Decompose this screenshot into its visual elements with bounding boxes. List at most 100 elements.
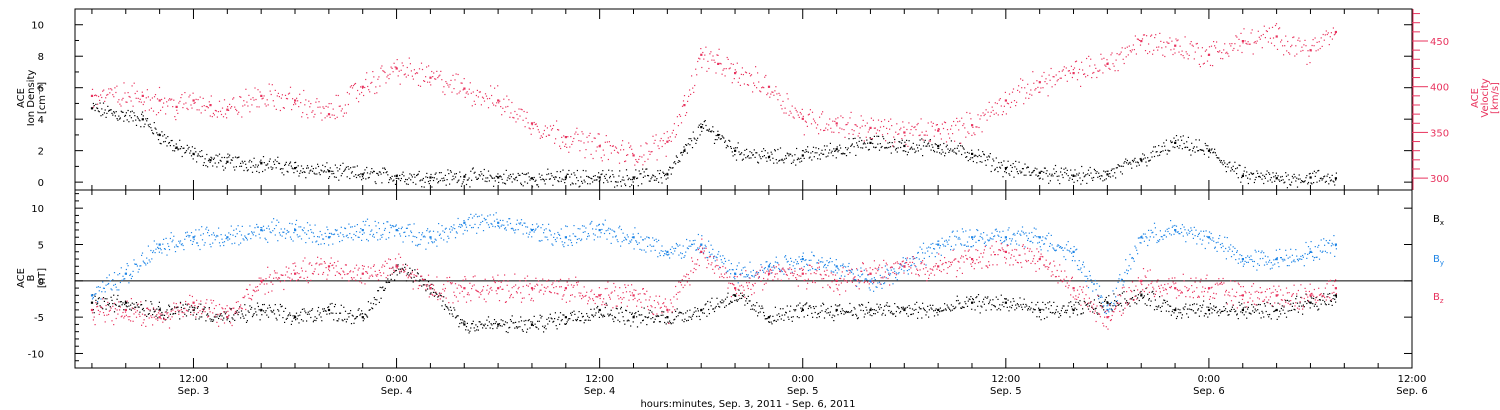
scatter-dot (852, 314, 854, 316)
scatter-dot (353, 322, 355, 324)
scatter-dot (1308, 301, 1310, 303)
scatter-dot (359, 176, 361, 178)
scatter-dot (343, 170, 345, 172)
scatter-dot (251, 232, 254, 234)
scatter-dot (481, 214, 483, 216)
scatter-dot (675, 134, 677, 136)
scatter-dot (269, 90, 271, 92)
scatter-dot (1225, 166, 1227, 168)
scatter-dot (523, 173, 525, 175)
scatter-dot (879, 143, 881, 145)
scatter-dot (148, 126, 150, 128)
scatter-dot (1066, 309, 1068, 311)
scatter-dot (895, 149, 897, 151)
scatter-dot (604, 141, 606, 143)
scatter-dot (576, 242, 578, 244)
scatter-dot (581, 312, 583, 315)
scatter-dot (1099, 305, 1101, 307)
scatter-dot (669, 136, 671, 138)
scatter-dot (1035, 88, 1037, 90)
scatter-dot (455, 73, 457, 75)
scatter-dot (1037, 86, 1039, 88)
scatter-dot (194, 147, 196, 149)
scatter-dot (1078, 303, 1080, 305)
scatter-dot (516, 219, 518, 221)
scatter-dot (1266, 170, 1268, 172)
scatter-dot (528, 233, 530, 235)
scatter-dot (974, 309, 976, 311)
scatter-dot (785, 157, 787, 159)
scatter-dot (1105, 178, 1107, 180)
scatter-dot (489, 97, 491, 100)
scatter-dot (554, 142, 556, 144)
scatter-dot (967, 160, 969, 162)
scatter-dot (947, 148, 949, 150)
scatter-dot (1304, 180, 1306, 182)
scatter-dot (838, 305, 840, 307)
scatter-dot (867, 131, 869, 133)
scatter-dot (1309, 307, 1311, 309)
scatter-dot (294, 102, 296, 104)
scatter-dot (1070, 301, 1072, 303)
scatter-dot (504, 227, 507, 229)
scatter-dot (368, 89, 370, 91)
scatter-dot (1273, 45, 1276, 47)
scatter-dot (723, 300, 725, 302)
scatter-dot (403, 231, 405, 234)
scatter-dot (117, 119, 119, 121)
scatter-dot (311, 231, 313, 233)
scatter-dot (482, 327, 484, 329)
scatter-dot (221, 315, 223, 317)
scatter-dot (129, 115, 131, 117)
scatter-dot (1303, 181, 1305, 183)
scatter-dot (1085, 304, 1087, 306)
scatter-dot (1288, 179, 1290, 181)
scatter-dot (210, 320, 212, 322)
scatter-dot (1288, 300, 1290, 302)
scatter-dot (708, 308, 710, 311)
scatter-dot (998, 307, 1000, 310)
scatter-dot (690, 93, 692, 95)
scatter-dot (929, 139, 931, 141)
scatter-dot (1272, 305, 1274, 308)
scatter-dot (139, 120, 141, 122)
scatter-dot (325, 171, 327, 173)
scatter-dot (529, 128, 531, 130)
scatter-dot (466, 91, 468, 93)
scatter-dot (616, 308, 618, 310)
scatter-dot (1246, 317, 1248, 319)
scatter-dot (1010, 301, 1012, 303)
scatter-dot (840, 153, 842, 155)
scatter-dot (527, 320, 529, 322)
scatter-dot (509, 116, 511, 118)
scatter-dot (1240, 32, 1242, 34)
scatter-dot (1266, 30, 1268, 33)
scatter-dot (950, 140, 952, 142)
scatter-dot (1153, 146, 1155, 148)
scatter-dot (179, 240, 182, 242)
scatter-dot (279, 303, 281, 306)
scatter-dot (777, 148, 779, 151)
scatter-dot (510, 228, 512, 230)
scatter-dot (416, 245, 419, 247)
scatter-dot (683, 95, 686, 97)
scatter-dot (598, 316, 600, 318)
scatter-dot (421, 234, 423, 236)
scatter-dot (1159, 151, 1161, 153)
scatter-dot (123, 278, 125, 280)
scatter-dot (338, 318, 340, 320)
scatter-dot (186, 304, 188, 306)
scatter-dot (208, 235, 210, 237)
scatter-dot (1144, 50, 1147, 52)
scatter-dot (709, 301, 711, 303)
scatter-dot (867, 149, 870, 151)
scatter-dot (440, 295, 442, 297)
scatter-dot (984, 296, 986, 298)
scatter-dot (569, 318, 571, 320)
scatter-dot (1295, 298, 1297, 300)
scatter-dot (737, 299, 739, 301)
scatter-dot (157, 306, 160, 308)
scatter-dot (1308, 55, 1310, 57)
scatter-dot (273, 161, 275, 163)
